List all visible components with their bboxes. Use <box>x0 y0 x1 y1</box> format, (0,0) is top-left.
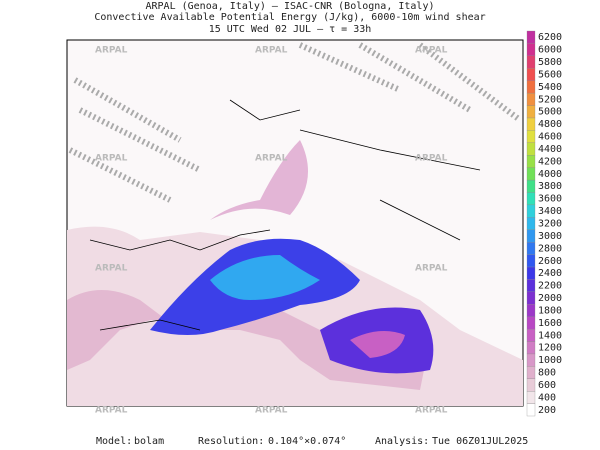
colorbar-cell <box>526 291 536 305</box>
colorbar-cell <box>526 254 536 268</box>
colorbar-label: 2400 <box>538 268 562 279</box>
colorbar-label: 2000 <box>538 293 562 304</box>
colorbar-label: 3200 <box>538 219 562 230</box>
header-line: 15 UTC Wed 02 JUL – τ = 33h <box>209 24 372 35</box>
colorbar-label: 200 <box>538 405 556 416</box>
colorbar-cell <box>526 55 536 69</box>
colorbar-label: 5200 <box>538 94 562 105</box>
colorbar-label: 5000 <box>538 107 562 118</box>
watermark: ARPAL <box>255 46 288 56</box>
colorbar-cell <box>526 266 536 280</box>
colorbar-label: 4000 <box>538 169 562 180</box>
colorbar-cell <box>526 142 536 156</box>
colorbar-label: 1400 <box>538 330 562 341</box>
colorbar-label: 4800 <box>538 119 562 130</box>
watermark: ARPAL <box>415 264 448 274</box>
colorbar-label: 1800 <box>538 305 562 316</box>
colorbar-cell <box>526 316 536 330</box>
colorbar-label: 600 <box>538 380 556 391</box>
colorbar-cell <box>526 80 536 94</box>
colorbar-cell <box>526 130 536 143</box>
colorbar-cell <box>526 43 536 56</box>
colorbar-label: 5800 <box>538 57 562 68</box>
map <box>66 39 524 407</box>
colorbar-label: 3800 <box>538 181 562 192</box>
colorbar-cell <box>526 105 536 119</box>
watermark: ARPAL <box>255 154 288 164</box>
colorbar-cell <box>526 92 536 106</box>
footer-value: bolam <box>134 436 164 447</box>
colorbar-cell <box>526 167 536 181</box>
colorbar-cell <box>526 155 536 168</box>
colorbar-cell <box>526 304 536 317</box>
footer-label: Analysis: <box>375 436 429 447</box>
watermark: ARPAL <box>415 154 448 164</box>
watermark: ARPAL <box>255 406 288 416</box>
watermark: ARPAL <box>415 406 448 416</box>
colorbar-label: 2200 <box>538 281 562 292</box>
colorbar-cell <box>526 204 536 218</box>
colorbar-label: 3000 <box>538 231 562 242</box>
colorbar-cell <box>526 279 536 292</box>
footer-value: Tue 06Z01JUL2025 <box>432 436 528 447</box>
colorbar-label: 5600 <box>538 69 562 80</box>
colorbar-label: 1200 <box>538 343 562 354</box>
colorbar-label: 1600 <box>538 318 562 329</box>
colorbar-cell <box>526 68 536 81</box>
colorbar-cell <box>526 179 536 193</box>
watermark: ARPAL <box>95 264 128 274</box>
colorbar-cell <box>526 192 536 206</box>
colorbar-cell <box>526 391 536 404</box>
colorbar-cell <box>526 341 536 355</box>
colorbar-cell <box>526 378 536 392</box>
watermark: ARPAL <box>415 46 448 56</box>
colorbar-cell <box>526 117 536 131</box>
footer-label: Model: <box>96 436 132 447</box>
watermark: ARPAL <box>95 46 128 56</box>
colorbar-cell <box>526 217 536 230</box>
colorbar-label: 2800 <box>538 243 562 254</box>
colorbar-label: 4400 <box>538 144 562 155</box>
colorbar-cell <box>526 241 536 255</box>
colorbar-label: 4200 <box>538 156 562 167</box>
colorbar-label: 6200 <box>538 32 562 43</box>
header-line: Convective Available Potential Energy (J… <box>94 12 485 23</box>
footer-value: 0.104°×0.074° <box>268 436 346 447</box>
colorbar-cell <box>526 30 536 44</box>
watermark: ARPAL <box>95 406 128 416</box>
footer-label: Resolution: <box>198 436 264 447</box>
colorbar-label: 2600 <box>538 256 562 267</box>
colorbar-cell <box>526 229 536 243</box>
colorbar-label: 6000 <box>538 45 562 56</box>
colorbar-label: 1000 <box>538 355 562 366</box>
colorbar-label: 800 <box>538 368 556 379</box>
colorbar-cell <box>526 366 536 379</box>
colorbar-cell <box>526 353 536 367</box>
header-line: ARPAL (Genoa, Italy) – ISAC-CNR (Bologna… <box>146 1 435 12</box>
colorbar-label: 3400 <box>538 206 562 217</box>
watermark: ARPAL <box>95 154 128 164</box>
colorbar-cell <box>526 328 536 342</box>
colorbar-label: 5400 <box>538 82 562 93</box>
colorbar-label: 4600 <box>538 132 562 143</box>
colorbar-cell <box>526 403 536 417</box>
colorbar-label: 400 <box>538 392 556 403</box>
colorbar-label: 3600 <box>538 194 562 205</box>
